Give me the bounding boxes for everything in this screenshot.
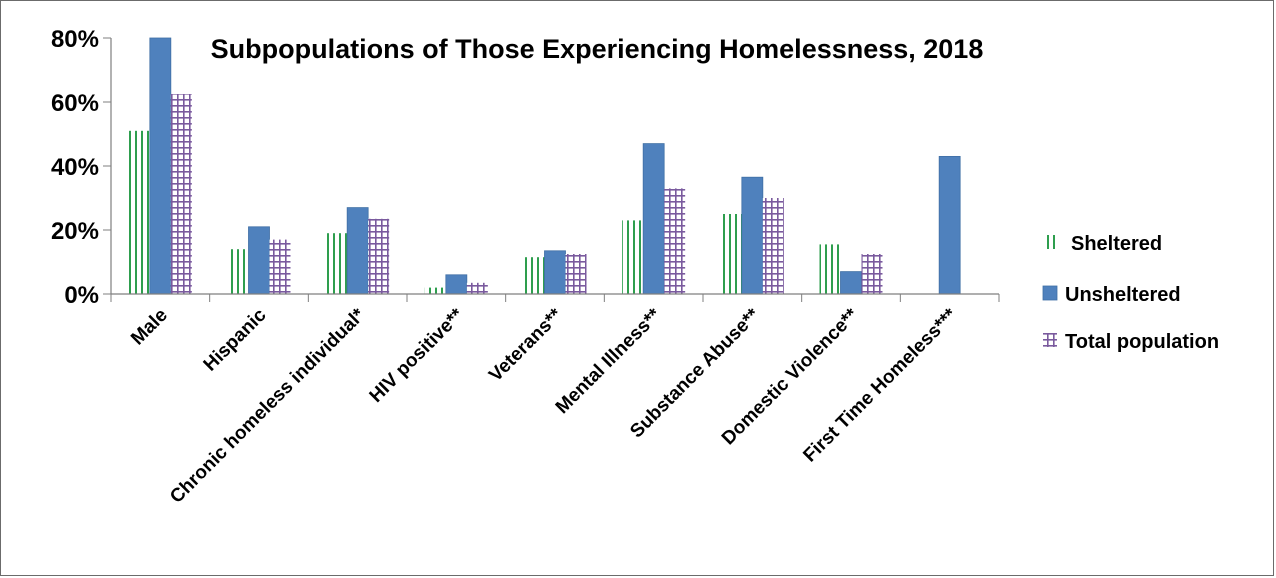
bar-total-population (466, 282, 488, 294)
bar-sheltered (622, 220, 644, 294)
bar-sheltered (424, 287, 446, 294)
y-tick-label: 80% (51, 26, 99, 53)
bar-unsheltered (149, 37, 172, 295)
bar-unsheltered (248, 226, 270, 295)
y-tick-label: 0% (64, 282, 99, 309)
bar-marks (128, 37, 961, 295)
bar-sheltered (128, 130, 150, 294)
y-axis-ticks: 0% 20% 40% 60% 80% (51, 26, 111, 309)
legend-label: Unsheltered (1065, 284, 1181, 306)
bar-sheltered (720, 214, 742, 294)
x-tick-label: Veterans** (485, 304, 567, 386)
bar-sheltered (819, 244, 841, 294)
bar-total-population (269, 239, 291, 294)
axes (110, 38, 1000, 302)
y-tick-label: 20% (51, 218, 99, 245)
bar-total-population (861, 254, 883, 294)
bar-total-population (170, 94, 192, 294)
bar-total-population (664, 188, 686, 294)
y-tick-label: 40% (51, 154, 99, 181)
bar-unsheltered (840, 271, 862, 295)
bar-unsheltered (642, 143, 665, 295)
bar-total-population (368, 218, 390, 294)
x-tick-label: HIV positive** (366, 304, 469, 407)
bar-unsheltered (346, 207, 369, 295)
x-tick-label: Mental Illness** (552, 304, 666, 418)
x-tick-label: Hispanic (200, 304, 271, 375)
legend: Sheltered Unsheltered Total population (1042, 233, 1219, 353)
bar-unsheltered (445, 274, 468, 295)
bar-sheltered (227, 249, 249, 294)
bar-unsheltered (544, 250, 566, 295)
legend-label: Total population (1065, 331, 1219, 353)
legend-swatch-sheltered (1043, 235, 1057, 249)
y-tick-label: 60% (51, 90, 99, 117)
legend-label: Sheltered (1071, 233, 1162, 255)
bar-total-population (565, 254, 587, 294)
legend-swatch-total-population (1043, 333, 1057, 347)
bar-sheltered (326, 233, 348, 294)
bar-unsheltered (741, 176, 764, 295)
x-tick-label: Male (127, 305, 172, 350)
bar-sheltered (523, 257, 545, 294)
x-tick-label: Chronic homeless individual* (166, 304, 369, 507)
chart-title: Subpopulations of Those Experiencing Hom… (211, 34, 984, 64)
bar-unsheltered (938, 155, 961, 295)
bar-total-population (762, 198, 784, 294)
legend-swatch-unsheltered (1042, 285, 1058, 301)
